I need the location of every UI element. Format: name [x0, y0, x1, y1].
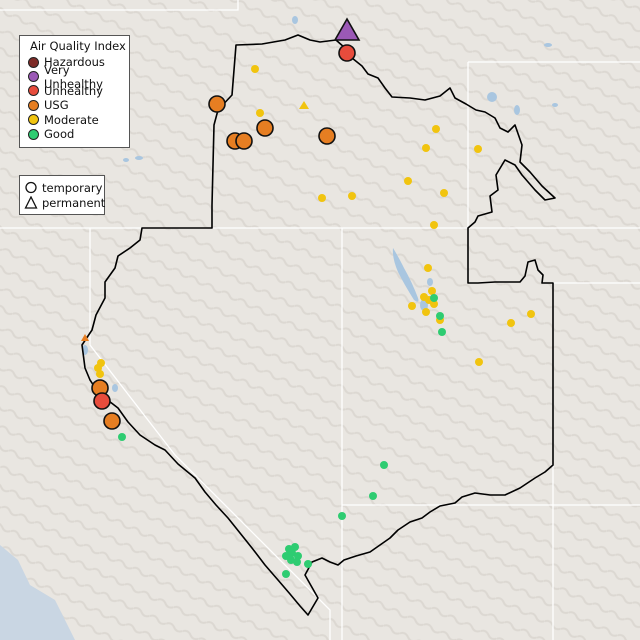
legend-row-very-unhealthy: Very Unhealthy — [26, 63, 129, 91]
circle-icon — [25, 181, 37, 194]
good-monitors — [118, 294, 446, 578]
lakes — [82, 16, 558, 392]
monitor-moderate[interactable] — [422, 308, 430, 316]
legend-label: Unhealthy — [44, 83, 103, 98]
monitor-moderate[interactable] — [408, 302, 416, 310]
monitor-usg[interactable] — [256, 119, 274, 137]
legend-row-usg: USG — [26, 98, 129, 112]
legend-row-good: Good — [26, 127, 129, 141]
legend-row-unhealthy: Unhealthy — [26, 84, 129, 98]
monitor-moderate[interactable] — [348, 192, 356, 200]
monitor-good[interactable] — [430, 294, 438, 302]
permanent-monitor-moderate[interactable] — [299, 101, 309, 109]
monitor-type-legend: temporary permanent — [19, 175, 105, 215]
monitor-good[interactable] — [282, 570, 290, 578]
permanent-monitor-very-unhealthy[interactable] — [333, 17, 361, 41]
monitor-good[interactable] — [436, 312, 444, 320]
monitor-good[interactable] — [438, 328, 446, 336]
monitor-good[interactable] — [369, 492, 377, 500]
monitor-good[interactable] — [291, 543, 299, 551]
monitor-usg[interactable] — [318, 127, 336, 145]
region-boundary — [81, 34, 556, 616]
monitor-moderate[interactable] — [440, 189, 448, 197]
monitor-moderate[interactable] — [256, 109, 264, 117]
monitor-moderate[interactable] — [507, 319, 515, 327]
legend-label: USG — [44, 98, 69, 113]
legend-label: permanent — [42, 195, 106, 210]
monitor-good[interactable] — [380, 461, 388, 469]
monitor-good[interactable] — [338, 512, 346, 520]
monitor-good[interactable] — [118, 433, 126, 441]
monitor-unhealthy[interactable] — [338, 44, 356, 62]
monitor-moderate[interactable] — [474, 145, 482, 153]
monitor-good[interactable] — [304, 560, 312, 568]
legend-label: Good — [44, 127, 75, 142]
ocean — [0, 545, 75, 640]
usg-swatch — [28, 99, 39, 111]
very-unhealthy-swatch — [28, 71, 39, 83]
legend-label: Hazardous — [44, 55, 105, 70]
monitor-moderate[interactable] — [318, 194, 326, 202]
monitor-moderate[interactable] — [475, 358, 483, 366]
monitor-good[interactable] — [288, 549, 296, 557]
hazardous-swatch — [28, 56, 39, 68]
aqi-legend: Air Quality Index Hazardous Very Unhealt… — [19, 35, 130, 148]
monitor-usg[interactable] — [235, 132, 253, 150]
triangle-icon — [24, 196, 38, 209]
good-swatch — [28, 128, 39, 140]
legend-row-permanent: permanent — [24, 195, 106, 210]
monitor-moderate[interactable] — [432, 125, 440, 133]
legend-label: Moderate — [44, 112, 99, 127]
monitor-moderate[interactable] — [428, 287, 436, 295]
monitor-good[interactable] — [294, 552, 302, 560]
legend-label: temporary — [42, 180, 103, 195]
monitor-moderate[interactable] — [424, 264, 432, 272]
monitor-moderate[interactable] — [251, 65, 259, 73]
monitor-usg[interactable] — [103, 412, 121, 430]
monitor-moderate[interactable] — [96, 370, 104, 378]
monitor-moderate[interactable] — [430, 221, 438, 229]
aqi-legend-title: Air Quality Index — [30, 39, 126, 53]
monitor-moderate[interactable] — [430, 300, 438, 308]
large-temporary-monitors — [91, 44, 356, 430]
legend-row-moderate: Moderate — [26, 113, 129, 127]
monitor-moderate[interactable] — [422, 144, 430, 152]
monitor-unhealthy[interactable] — [93, 392, 111, 410]
legend-row-temporary: temporary — [24, 180, 104, 195]
moderate-swatch — [28, 114, 39, 126]
permanent-monitor-usg[interactable] — [81, 334, 89, 341]
monitor-good[interactable] — [293, 558, 301, 566]
unhealthy-swatch — [28, 85, 39, 97]
moderate-monitors — [94, 65, 535, 378]
monitor-moderate[interactable] — [527, 310, 535, 318]
legend-row-hazardous: Hazardous — [26, 55, 129, 69]
monitor-moderate[interactable] — [404, 177, 412, 185]
monitor-usg[interactable] — [208, 95, 226, 113]
legend-label: Very Unhealthy — [44, 62, 103, 91]
